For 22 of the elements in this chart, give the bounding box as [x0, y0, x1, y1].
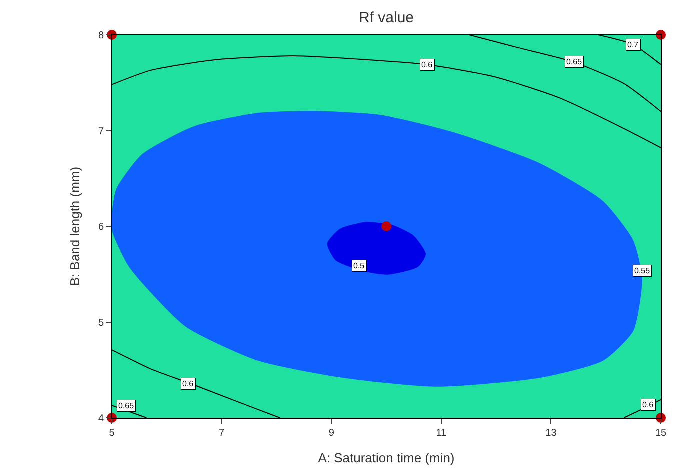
x-axis-title: A: Saturation time (min) [318, 450, 455, 466]
x-tick-label: 9 [328, 428, 335, 439]
y-tick-label: 4 [98, 414, 104, 424]
y-tick-label: 5 [98, 318, 104, 329]
annotation: 0.7 [628, 40, 640, 50]
y-tick-label: 8 [98, 30, 104, 42]
y-axis-title: B: Band length (mm) [67, 166, 82, 286]
y-tick-label: 7 [98, 126, 104, 138]
annotation: 0.6 [182, 380, 194, 388]
x-tick-label: 15 [655, 428, 667, 439]
annotation: 0.55 [634, 266, 651, 276]
y-tick-label: 6 [98, 222, 104, 233]
x-tick-label: 7 [219, 428, 226, 439]
annotation: 0.5 [354, 262, 366, 270]
x-tick-label: 5 [109, 428, 116, 439]
point [382, 222, 392, 232]
x-tick-label: 13 [546, 428, 558, 439]
chart-title: Rf value [358, 9, 414, 26]
annotation: 0.65 [118, 402, 135, 410]
annotation: 0.6 [642, 400, 654, 410]
x-tick-label: 11 [436, 428, 448, 439]
annotation: 0.6 [422, 60, 434, 70]
